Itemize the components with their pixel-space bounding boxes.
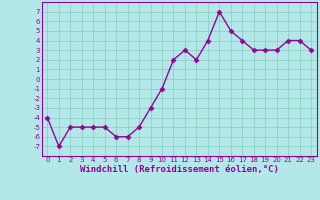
X-axis label: Windchill (Refroidissement éolien,°C): Windchill (Refroidissement éolien,°C)	[80, 165, 279, 174]
